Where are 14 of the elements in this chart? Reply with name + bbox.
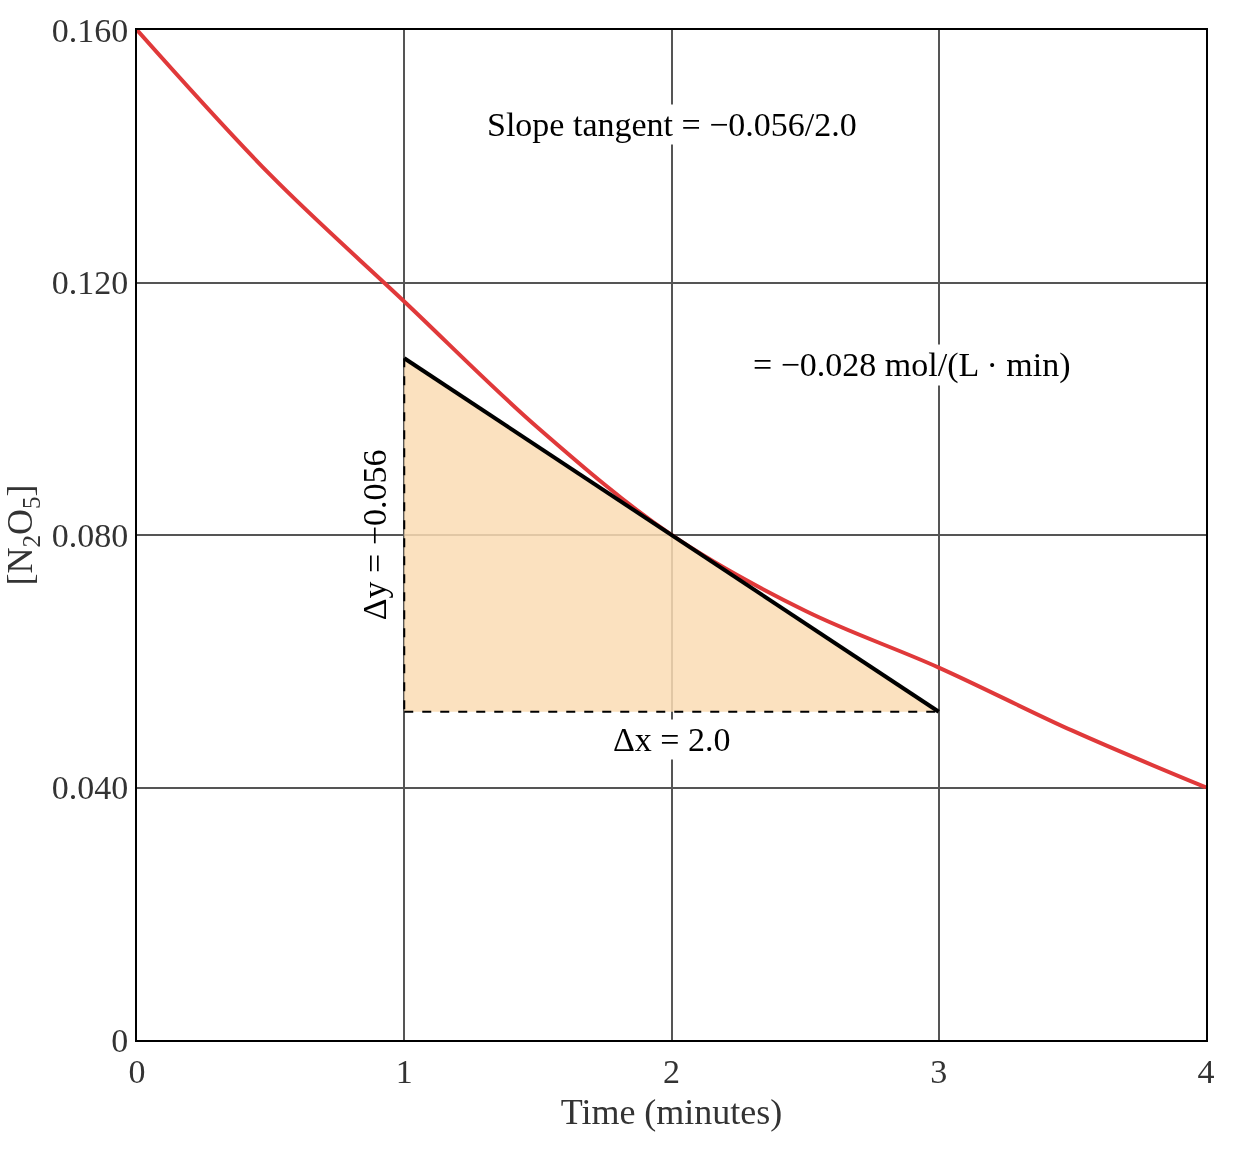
y-tick-label: 0.040 xyxy=(51,769,129,807)
x-tick-label: 1 xyxy=(395,1052,413,1090)
x-axis-title: Time (minutes) xyxy=(560,1092,783,1132)
annotation: Slope tangent = −0.056/2.0 xyxy=(487,106,857,143)
y-tick-label: 0.160 xyxy=(51,11,129,49)
y-tick-label: 0.080 xyxy=(51,516,129,554)
annotation: = −0.028 mol/(L · min) xyxy=(753,346,1071,384)
x-tick-label: 2 xyxy=(663,1052,680,1090)
y-tick-label: 0.120 xyxy=(51,264,129,302)
x-tick-label: 4 xyxy=(1197,1052,1215,1090)
annotation: Δy = −0.056 xyxy=(356,449,394,621)
annotation: Δx = 2.0 xyxy=(613,721,731,758)
y-tick-label: 0 xyxy=(111,1021,129,1059)
x-tick-label: 3 xyxy=(930,1052,948,1090)
